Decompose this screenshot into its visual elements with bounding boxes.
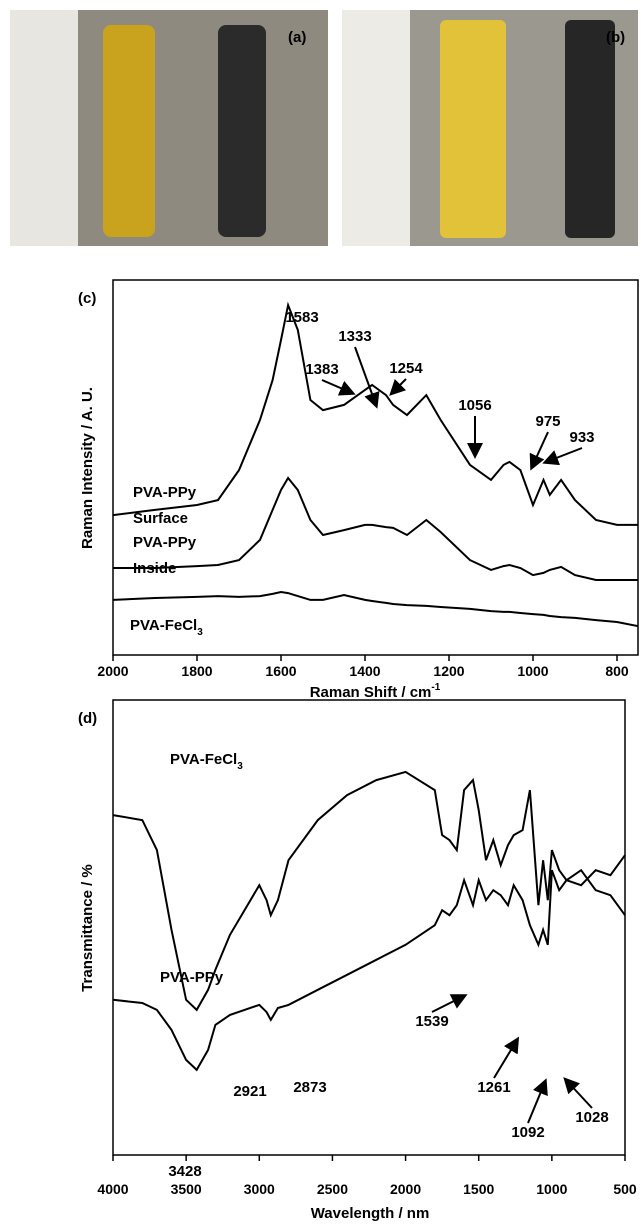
x-tick-label: 1800: [181, 663, 212, 679]
peak-label: 1539: [415, 1013, 448, 1030]
yellow-sample: [440, 20, 506, 238]
spectrum-line: [112, 301, 638, 526]
series-label: PVA-PPy: [160, 969, 224, 986]
x-tick-label: 1400: [349, 663, 380, 679]
spectrum-line: [112, 770, 626, 1012]
yellow-sample: [103, 25, 155, 237]
peak-label: 1583: [285, 309, 318, 326]
peak-label: 975: [535, 413, 560, 430]
photo-a: (a): [10, 10, 328, 246]
series-label: Inside: [133, 560, 176, 577]
ruler: [10, 10, 78, 246]
peak-label: 2921: [233, 1083, 266, 1100]
peak-label: 1092: [511, 1124, 544, 1141]
panel-label: (c): [78, 290, 96, 307]
panel-label: (a): [288, 29, 306, 46]
photo-b: (b): [342, 10, 638, 246]
peak-arrow: [431, 994, 468, 1013]
x-tick-label: 3500: [171, 1181, 202, 1197]
peak-label: 2873: [293, 1079, 326, 1096]
peak-arrow: [527, 1078, 548, 1124]
x-tick-label: 1200: [433, 663, 464, 679]
peak-arrow: [493, 1036, 520, 1079]
peak-label: 933: [569, 429, 594, 446]
spectrum-line: [113, 476, 638, 581]
x-tick-label: 4000: [97, 1181, 128, 1197]
ruler: [342, 10, 410, 246]
black-sample: [565, 20, 615, 238]
x-tick-label: 2500: [317, 1181, 348, 1197]
panel-label: (b): [606, 29, 625, 46]
x-tick-label: 2000: [97, 663, 128, 679]
peak-arrow: [354, 346, 380, 409]
x-tick-label: 3000: [244, 1181, 275, 1197]
x-tick-label: 1500: [463, 1181, 494, 1197]
plot-frame: [112, 699, 626, 1156]
x-tick-label: 1600: [265, 663, 296, 679]
peak-arrow: [321, 379, 356, 396]
series-label-sub: 3: [197, 627, 203, 638]
peak-label: 1261: [477, 1079, 510, 1096]
peak-label: 1254: [389, 360, 423, 377]
x-axis-label-sup: -1: [431, 682, 440, 693]
peak-label: 1333: [338, 328, 371, 345]
series-label-sub: 3: [237, 761, 243, 772]
series-label-main: PVA-FeCl: [130, 617, 197, 634]
series-label: PVA-FeCl3: [130, 617, 203, 638]
x-tick-label: 800: [605, 663, 629, 679]
series-label: PVA-PPy: [133, 484, 197, 501]
panel-label: (d): [78, 710, 97, 727]
peak-label: 3428: [168, 1163, 201, 1180]
peak-label: 1383: [305, 361, 338, 378]
series-label-main: PVA-FeCl: [170, 751, 237, 768]
peak-label: 1056: [458, 397, 491, 414]
x-axis-label-main: Raman Shift / cm: [310, 684, 432, 701]
x-axis-label: Raman Shift / cm-1: [310, 682, 441, 701]
peak-arrow: [563, 1077, 593, 1109]
peak-arrow: [542, 447, 583, 466]
spectrum-line: [112, 854, 626, 1072]
y-axis-label: Raman Intensity / A. U.: [79, 387, 96, 549]
y-axis-label: Transmittance / %: [79, 864, 96, 992]
spectrum-line: [112, 590, 639, 628]
x-tick-label: 1000: [517, 663, 548, 679]
x-tick-label: 1000: [536, 1181, 567, 1197]
x-axis-label: Wavelength / nm: [311, 1205, 430, 1222]
series-label: PVA-FeCl3: [170, 751, 243, 772]
series-label: Surface: [133, 510, 188, 527]
peak-arrow: [389, 378, 407, 396]
x-tick-label: 500: [613, 1181, 637, 1197]
x-tick-label: 2000: [390, 1181, 421, 1197]
black-sample: [218, 25, 266, 237]
peak-label: 1028: [575, 1109, 608, 1126]
series-label: PVA-PPy: [133, 534, 197, 551]
plot-frame: [112, 279, 639, 656]
peak-arrow: [529, 431, 549, 471]
